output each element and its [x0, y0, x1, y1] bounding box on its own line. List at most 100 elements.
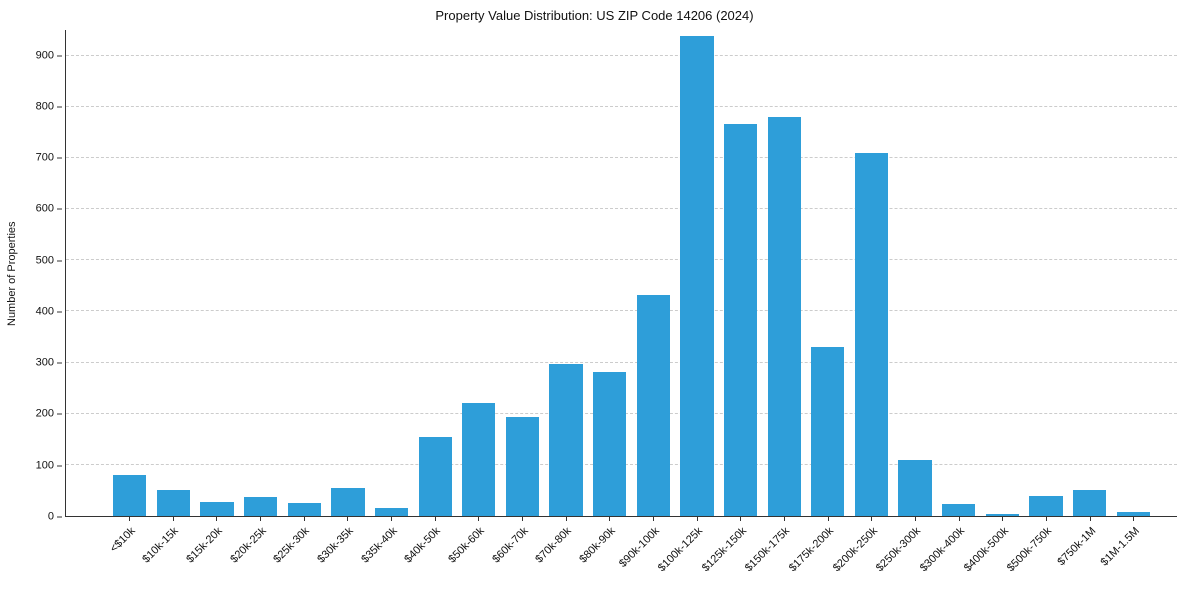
- y-tick-mark: [57, 260, 62, 262]
- bar-slot: [850, 30, 894, 516]
- chart-title: Property Value Distribution: US ZIP Code…: [435, 8, 754, 23]
- x-tick-mark: [128, 517, 130, 521]
- bar-slot: [283, 30, 327, 516]
- x-slot: $100k-125k: [656, 517, 719, 587]
- bar: [462, 403, 496, 516]
- bar-slot: [632, 30, 676, 516]
- x-tick-mark: [609, 517, 611, 521]
- gridline: [66, 156, 1177, 158]
- bar-slot: [370, 30, 414, 516]
- bar: [593, 371, 627, 516]
- x-slot: $125k-150k: [700, 517, 762, 587]
- bar: [113, 475, 147, 516]
- bar-slot: [806, 30, 850, 516]
- bar: [942, 503, 976, 516]
- x-tick-mark: [478, 517, 480, 521]
- x-tick-mark: [958, 517, 960, 521]
- y-tick-label: 600: [35, 202, 54, 215]
- bar-slot: [893, 30, 937, 516]
- x-tick-mark: [1133, 517, 1135, 521]
- x-tick-mark: [259, 517, 261, 521]
- y-tick-mark: [57, 157, 62, 159]
- x-tick-mark: [783, 517, 785, 521]
- gridline: [66, 361, 1177, 363]
- bar: [1029, 495, 1063, 516]
- x-slot: $15k-20k: [184, 517, 238, 587]
- x-tick-mark: [696, 517, 698, 521]
- bar-slot: [937, 30, 981, 516]
- y-tick-label: 900: [35, 49, 54, 62]
- y-tick-label: 200: [35, 407, 54, 420]
- x-slot: $80k-90k: [577, 517, 631, 587]
- bar: [898, 459, 932, 516]
- y-tick-label: 800: [35, 100, 54, 113]
- y-tick-mark: [57, 516, 62, 518]
- bar: [985, 514, 1019, 516]
- bar-slot: [413, 30, 457, 516]
- bar: [244, 496, 278, 516]
- x-tick-mark: [303, 517, 305, 521]
- bar-slot: [762, 30, 806, 516]
- gridline: [66, 208, 1177, 210]
- x-tick-mark: [1089, 517, 1091, 521]
- bar: [636, 295, 670, 516]
- bar: [1072, 490, 1107, 516]
- x-tick-mark: [914, 517, 916, 521]
- x-tick-mark: [390, 517, 392, 521]
- x-tick-mark: [347, 517, 349, 521]
- bar-slot: [152, 30, 196, 516]
- bar: [374, 507, 409, 516]
- bar-slot: [195, 30, 239, 516]
- x-slot: $70k-80k: [534, 517, 588, 587]
- y-tick-label: 0: [47, 510, 54, 523]
- gridline: [66, 310, 1177, 312]
- y-tick-label: 700: [35, 151, 54, 164]
- x-slot: $50k-60k: [446, 517, 500, 587]
- bar: [811, 347, 845, 516]
- x-tick-mark: [740, 517, 742, 521]
- x-slot: $200k-250k: [831, 517, 893, 587]
- x-slot: $500k-750k: [1005, 517, 1068, 587]
- x-slot: $30k-35k: [315, 517, 369, 587]
- bar: [549, 363, 583, 516]
- x-tick-mark: [172, 517, 174, 521]
- x-slot: $60k-70k: [490, 517, 544, 587]
- gridline: [66, 105, 1177, 107]
- bar: [331, 487, 365, 516]
- x-tick-mark: [827, 517, 829, 521]
- y-tick-mark: [57, 208, 62, 210]
- y-tick-label: 400: [35, 305, 54, 318]
- y-tick-label: 100: [35, 459, 54, 472]
- y-tick-mark: [57, 311, 62, 313]
- x-slot: $10k-15k: [141, 517, 195, 587]
- x-slot: $40k-50k: [403, 517, 457, 587]
- x-tick-mark: [871, 517, 873, 521]
- x-slot: $1M-1.5M: [1098, 517, 1155, 587]
- bar: [767, 117, 801, 516]
- bar-slot: [457, 30, 501, 516]
- bar-slot: [719, 30, 763, 516]
- x-slot: $90k-100k: [617, 517, 675, 587]
- x-slot: $400k-500k: [962, 517, 1024, 587]
- x-tick-mark: [216, 517, 218, 521]
- bar: [723, 123, 758, 516]
- y-tick-mark: [57, 55, 62, 57]
- x-tick-mark: [521, 517, 523, 521]
- x-slot: $20k-25k: [228, 517, 282, 587]
- bar: [200, 501, 234, 516]
- bar: [156, 490, 190, 516]
- x-slot: $25k-30k: [272, 517, 326, 587]
- bar: [418, 436, 452, 516]
- bar-slot: [108, 30, 152, 516]
- bar-slot: [326, 30, 370, 516]
- x-tick-mark: [434, 517, 436, 521]
- x-slot: $250k-300k: [874, 517, 937, 587]
- x-tick-mark: [565, 517, 567, 521]
- bar: [287, 502, 321, 516]
- y-tick-mark: [57, 362, 62, 364]
- bar-slot: [1024, 30, 1068, 516]
- gridline: [66, 54, 1177, 56]
- x-axis: <$10k $10k-15k $15k-20k $20k-25k $25k-30k $30…: [65, 517, 1177, 587]
- bar: [854, 152, 888, 516]
- bar-slot: [981, 30, 1025, 516]
